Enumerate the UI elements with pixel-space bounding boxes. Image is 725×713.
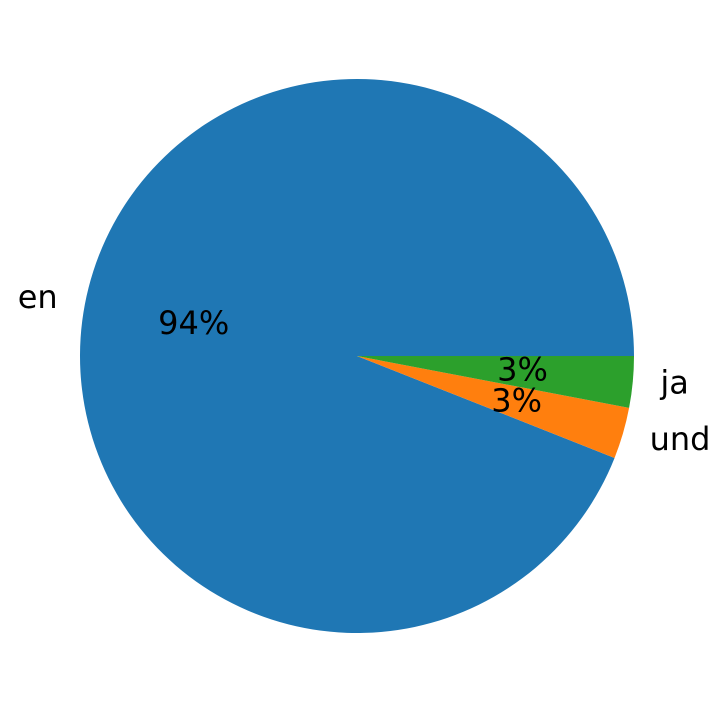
slice-label: und: [650, 420, 711, 458]
value-label: 3%: [497, 351, 548, 389]
pie: [79, 79, 634, 634]
slice-label: en: [18, 278, 58, 316]
value-label: 94%: [158, 304, 229, 342]
pie-slice: [357, 356, 630, 458]
pie-slice: [357, 356, 634, 408]
value-label: 3%: [491, 381, 542, 419]
labels: en 94% und 3% ja 3%: [18, 278, 711, 458]
pie-slice: [79, 79, 634, 634]
slice-label: ja: [659, 364, 689, 402]
